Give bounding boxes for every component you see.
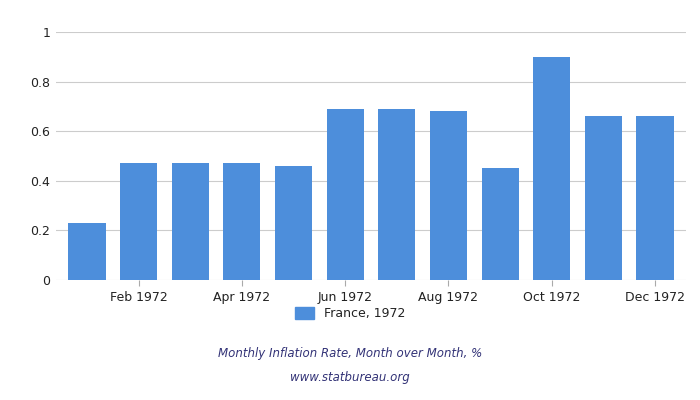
Bar (378, 109, 415, 280)
Bar (482, 168, 519, 280)
Bar (275, 166, 312, 280)
Bar (584, 116, 622, 280)
Bar (636, 116, 673, 280)
Legend: France, 1972: France, 1972 (290, 302, 410, 325)
Bar (172, 164, 209, 280)
Bar (120, 164, 158, 280)
Text: www.statbureau.org: www.statbureau.org (290, 372, 410, 384)
Text: Monthly Inflation Rate, Month over Month, %: Monthly Inflation Rate, Month over Month… (218, 348, 482, 360)
Bar (69, 223, 106, 280)
Bar (327, 109, 364, 280)
Bar (223, 164, 260, 280)
Bar (430, 111, 467, 280)
Bar (533, 57, 570, 280)
